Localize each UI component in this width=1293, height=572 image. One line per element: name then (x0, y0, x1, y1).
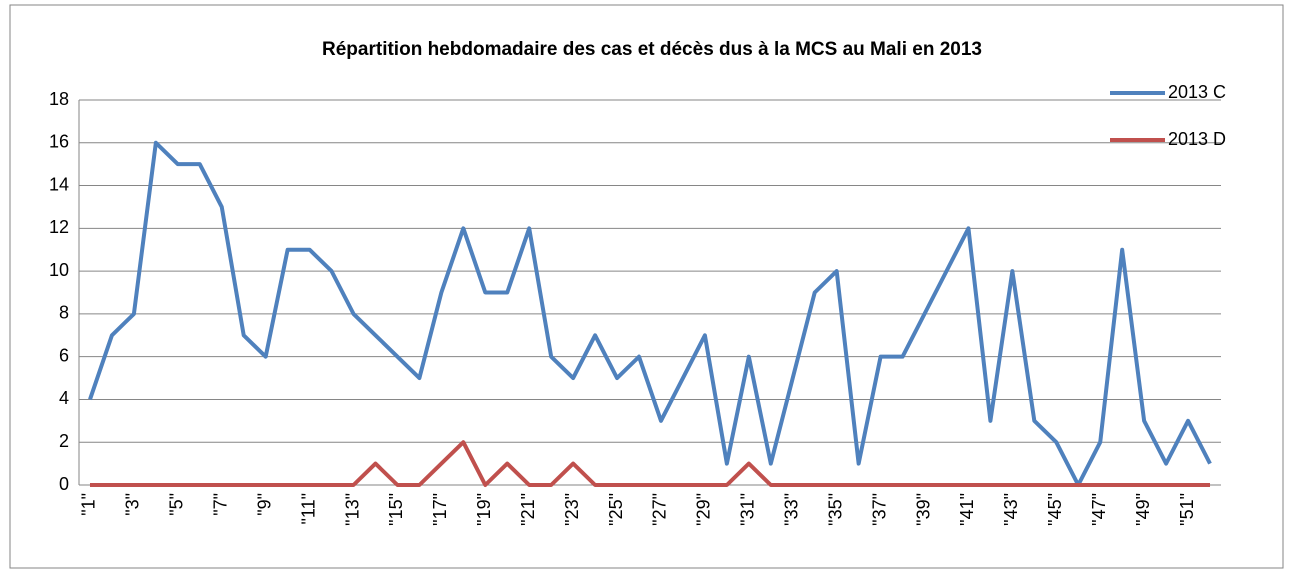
x-tick-label: "29" (694, 493, 714, 526)
x-tick-label: "31" (738, 493, 758, 526)
x-tick-label: "37" (869, 493, 889, 526)
x-tick-label: "43" (1001, 493, 1021, 526)
x-tick-label: "19" (474, 493, 494, 526)
legend-label: 2013 D (1168, 129, 1226, 149)
x-tick-label: "13" (342, 493, 362, 526)
y-tick-label: 18 (49, 89, 69, 109)
x-tick-label: "49" (1133, 493, 1153, 526)
y-tick-label: 12 (49, 217, 69, 237)
x-tick-label: "51" (1177, 493, 1197, 526)
x-tick-label: "11" (298, 493, 318, 524)
legend-label: 2013 C (1168, 82, 1226, 102)
x-tick-label: "15" (386, 493, 406, 526)
x-tick-label: "27" (650, 493, 670, 526)
y-tick-label: 8 (59, 303, 69, 323)
x-tick-label: "9" (254, 493, 274, 516)
x-tick-label: "39" (913, 493, 933, 526)
x-tick-label: "35" (825, 493, 845, 526)
series-line (88, 140, 1212, 487)
y-tick-label: 0 (59, 474, 69, 494)
y-tick-label: 14 (49, 174, 69, 194)
y-tick-label: 2 (59, 431, 69, 451)
chart-title: Répartition hebdomadaire des cas et décè… (322, 39, 982, 60)
x-tick-label: "1" (79, 493, 99, 516)
x-tick-label: "17" (430, 493, 450, 526)
x-tick-label: "25" (606, 493, 626, 526)
x-tick-label: "45" (1045, 493, 1065, 526)
y-tick-label: 16 (49, 132, 69, 152)
y-tick-label: 6 (59, 345, 69, 365)
y-tick-label: 10 (49, 260, 69, 280)
series-line (89, 440, 1211, 487)
x-tick-label: "41" (957, 493, 977, 526)
y-tick-label: 4 (59, 388, 69, 408)
x-tick-label: "21" (518, 493, 538, 526)
x-tick-label: "33" (782, 493, 802, 526)
x-tick-label: "47" (1089, 493, 1109, 526)
x-tick-label: "5" (167, 493, 187, 516)
x-tick-label: "3" (123, 493, 143, 516)
x-tick-label: "7" (211, 493, 231, 516)
x-tick-label: "23" (562, 493, 582, 526)
